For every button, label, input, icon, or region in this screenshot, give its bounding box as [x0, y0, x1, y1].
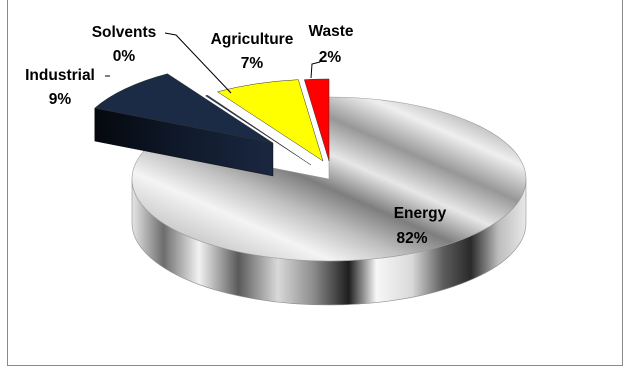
- slice-industrial: [94, 73, 274, 144]
- value-label-energy: 82%: [396, 230, 427, 247]
- data-labels: Energy 82% Industrial 9% Solvents 0% Agricultu…: [25, 23, 447, 247]
- value-label-agriculture: 7%: [241, 55, 264, 72]
- label-solvents: Solvents: [92, 24, 157, 41]
- pie-slices: [94, 73, 527, 306]
- leader-line-solvents: [164, 32, 232, 94]
- leader-lines: [105, 32, 321, 94]
- chart-frame: [7, 0, 623, 366]
- value-label-industrial: 9%: [49, 91, 72, 108]
- value-label-waste: 2%: [319, 49, 342, 66]
- label-energy: Energy: [394, 205, 447, 222]
- slice-energy: [131, 96, 527, 262]
- slice-waste: [303, 78, 330, 162]
- slice-agriculture: [216, 79, 324, 162]
- label-industrial: Industrial: [25, 67, 95, 84]
- label-waste: Waste: [308, 23, 353, 40]
- slice-solvents: [204, 94, 312, 166]
- value-label-solvents: 0%: [113, 48, 136, 65]
- label-agriculture: Agriculture: [211, 31, 294, 48]
- leader-line-waste: [310, 61, 321, 79]
